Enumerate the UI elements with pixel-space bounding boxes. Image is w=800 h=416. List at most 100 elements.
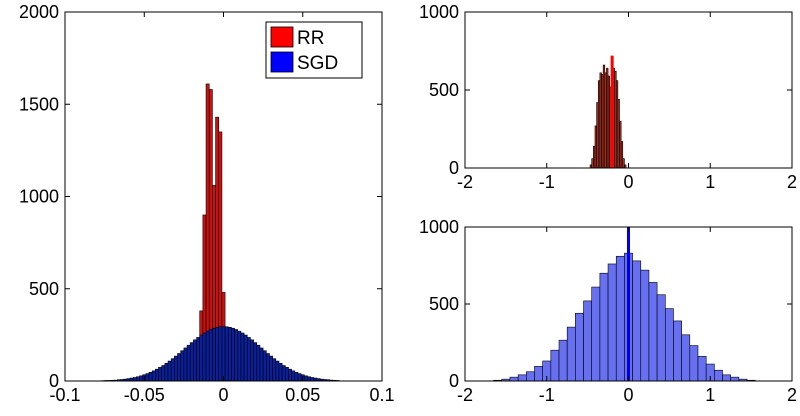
histogram-bar [276,361,279,381]
legend: RR SGD [266,22,362,78]
histogram-bar [171,359,174,381]
legend-label-sgd: SGD [297,53,338,74]
legend-swatch-rr [271,27,293,47]
histogram-bar [298,374,301,381]
x-tick-label: -2 [457,385,473,405]
histogram-bar [168,361,171,381]
histogram-bar [260,348,263,381]
histogram-bar [133,377,136,381]
histogram-bar [225,327,228,381]
histogram-bar [690,346,698,381]
histogram-bar [178,354,181,381]
histogram-bar [682,335,690,381]
histogram-bar [155,369,158,381]
histogram-bar [641,270,649,381]
y-tick-label: 1500 [19,94,59,114]
y-tick-label: 0 [449,371,459,391]
histogram-bar [657,295,665,381]
histogram-bar [263,351,266,381]
histogram-bar [159,367,162,381]
histogram-bar [162,366,165,382]
y-tick-label: 0 [49,371,59,391]
histogram-bar [203,333,206,381]
series-rr-bars [590,65,626,168]
histogram-bar [714,370,722,381]
x-tick-label: -1 [539,385,555,405]
histogram-bar [187,345,190,381]
histogram-bar [292,371,295,381]
y-tick-label: 1000 [19,187,59,207]
histogram-bar [181,351,184,381]
y-tick-label: 2000 [19,2,59,22]
y-tick-label: 500 [429,294,459,314]
histogram-bar [673,321,681,381]
histogram-bar [266,354,269,381]
histogram-bar [206,331,209,381]
x-tick-label: 0.1 [369,385,394,405]
histogram-bar [190,343,193,381]
histogram-bar [551,350,559,381]
histogram-bar [608,264,616,381]
histogram-bar [592,287,600,381]
series-sgd-bars [494,253,756,381]
x-tick-label: 0.05 [285,385,320,405]
y-tick-label: 1000 [419,2,459,22]
histogram-bar [295,372,298,381]
histogram-bar [308,377,311,381]
histogram-bar [285,367,288,381]
histogram-bar [633,261,641,381]
histogram-bar [600,273,608,381]
histogram-bar [149,372,152,381]
histogram-bar [526,372,534,381]
histogram-bar [665,309,673,381]
histogram-bar [575,313,583,381]
histogram-bar [257,345,260,381]
histogram-bar [136,377,139,381]
histogram-bar [269,356,272,381]
histogram-bar [174,356,177,381]
histogram-bar [193,340,196,381]
y-tick-label: 500 [29,279,59,299]
histogram-bar [731,377,739,381]
x-tick-label: 0 [623,385,633,405]
histogram-bar [184,348,187,381]
histogram-bar [197,337,200,381]
histogram-bar [219,327,222,381]
legend-label-rr: RR [297,28,324,49]
x-tick-label: 1 [705,172,715,192]
histogram-bar [282,366,285,382]
x-tick-label: -2 [457,172,473,192]
x-tick-label: 2 [787,385,797,405]
histogram-bar [518,375,526,381]
histogram-bar [231,328,234,381]
histogram-bar [209,330,212,381]
x-tick-label: 1 [705,385,715,405]
y-tick-label: 0 [449,158,459,178]
x-tick-label: -0.05 [124,385,165,405]
histogram-bar [238,331,241,381]
histogram-bar [247,337,250,381]
histogram-bar [559,340,567,381]
histogram-bar [534,366,542,381]
histogram-bar [146,374,149,381]
histogram-bar [510,377,518,381]
histogram-bar [250,340,253,381]
histogram-bar [152,371,155,381]
histogram-bar [254,343,257,381]
histogram-bar [288,369,291,381]
series-sgd-bars [101,327,339,381]
histogram-bar [723,375,731,381]
x-tick-label: -1 [539,172,555,192]
histogram-bar [235,330,238,381]
x-tick-label: 0 [623,172,633,192]
histogram-bar [228,327,231,381]
histogram-bar [273,359,276,381]
histogram-bar [216,327,219,381]
histogram-bar [584,301,592,381]
histogram-bar [304,376,307,381]
